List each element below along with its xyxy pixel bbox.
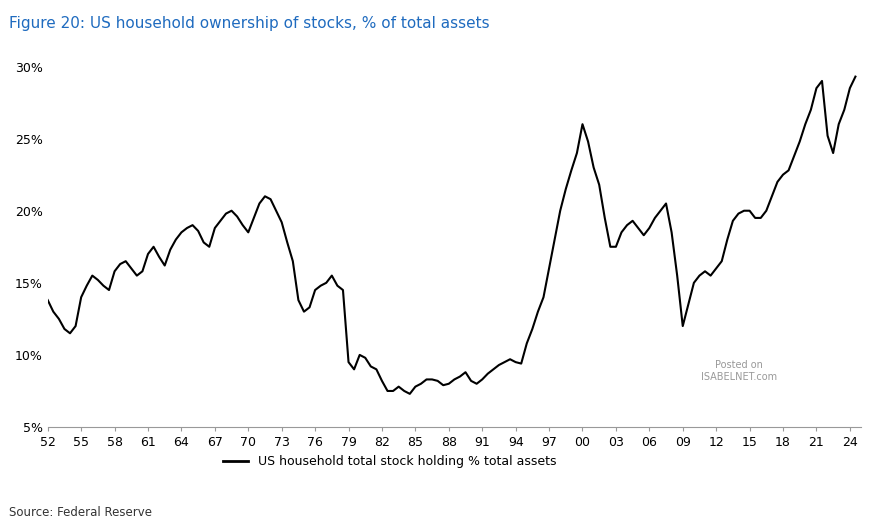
Text: Figure 20: US household ownership of stocks, % of total assets: Figure 20: US household ownership of sto… [9, 16, 490, 31]
Text: Posted on
ISABELNET.com: Posted on ISABELNET.com [701, 360, 777, 382]
Legend: US household total stock holding % total assets: US household total stock holding % total… [217, 450, 561, 473]
Text: Source: Federal Reserve: Source: Federal Reserve [9, 506, 152, 519]
